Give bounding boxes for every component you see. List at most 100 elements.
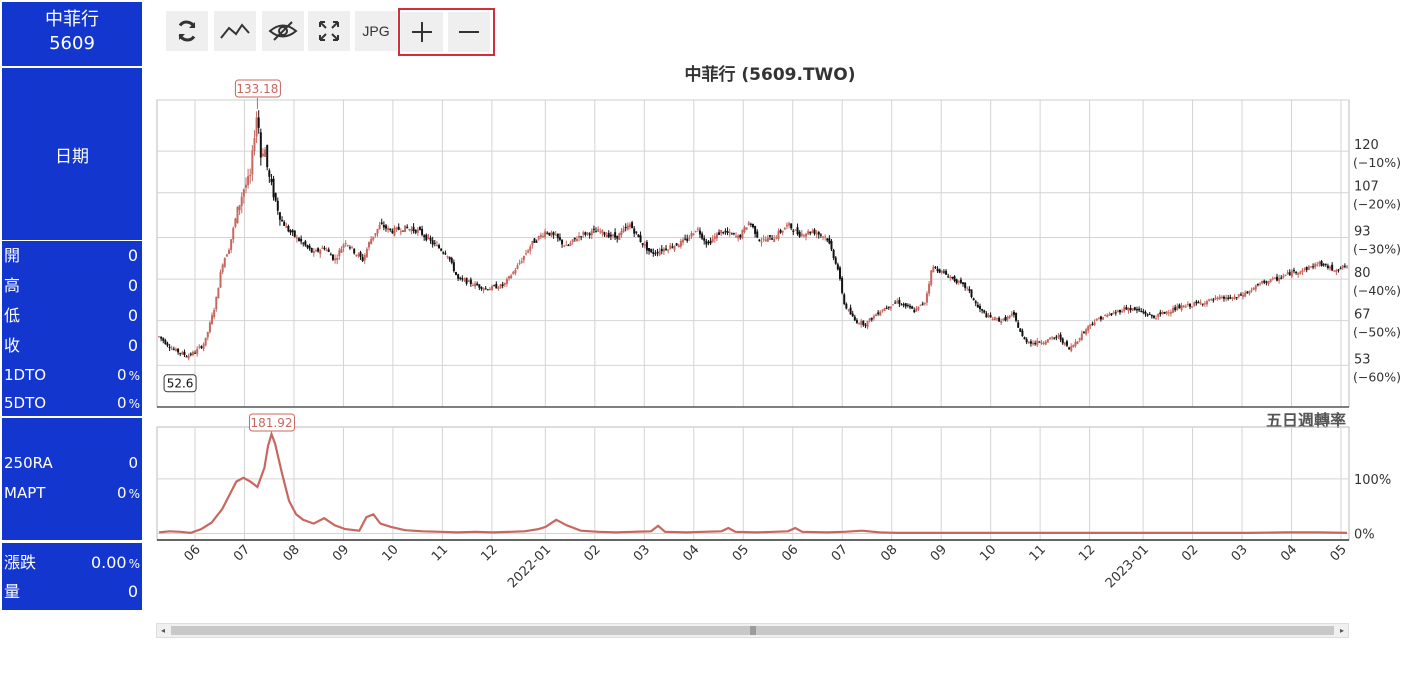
candle-body [709,240,712,244]
candle-body [1199,302,1202,304]
candle-body [1169,311,1172,314]
candle-body [240,196,243,206]
zoom-in-button[interactable] [401,12,443,52]
candle-body [985,313,988,318]
line-mode-button[interactable] [214,11,256,51]
price-tick-pct: (−20%) [1353,197,1401,212]
candle-body [510,275,513,279]
candle-body [1093,322,1096,326]
candle-body [900,304,903,306]
candle-body [758,239,761,242]
scroll-right-arrow[interactable]: ▸ [1339,626,1344,635]
candle-body [760,241,763,243]
candle-body [881,310,884,312]
candle-body [628,224,631,228]
candle-body [283,221,286,226]
candle-body [915,308,918,312]
candle-body [1057,335,1060,337]
date-box: 日期 [2,68,142,240]
candle-body [172,348,175,350]
candle-body [1087,325,1090,331]
candle-body [1000,321,1003,324]
jpg-button[interactable]: JPG [355,11,397,51]
candle-body [435,244,438,247]
candle-body [715,233,718,239]
candle-body [361,257,364,261]
candle-body [1061,338,1064,344]
candle-body [800,233,803,236]
candle-body [597,228,600,232]
ra-box: 250RA 0 MAPT 0% [2,418,142,540]
grip-icon: ||| [749,626,756,636]
candle-body [230,239,233,250]
candle-body [170,348,173,350]
candle-body [870,317,873,320]
candle-body [236,206,239,224]
candle-body [875,314,878,317]
candle-body [285,226,288,228]
candle-body [972,298,975,301]
candle-body [1029,341,1032,344]
candle-body [631,222,634,229]
candlesticks [158,110,1348,361]
horizontal-scrollbar[interactable]: ◂ ||| ▸ [156,623,1349,638]
candle-body [503,282,506,285]
min-label-box [163,374,197,393]
chart-title: 中菲行 (5609.TWO) [684,64,855,85]
candle-body [1159,312,1162,315]
candle-body [541,235,544,237]
candle-body [1290,270,1293,277]
candle-body [622,228,625,232]
candle-body [495,283,498,289]
candle-body [1320,260,1323,267]
x-tick-label: 12 [478,542,500,564]
candle-body [658,250,661,256]
scroll-left-arrow[interactable]: ◂ [160,626,165,635]
hide-button[interactable] [262,11,304,51]
candle-body [588,233,591,236]
scroll-thumb[interactable]: ||| [171,626,1334,636]
candle-body [718,232,721,235]
candle-body [181,352,184,355]
candle-body [675,243,678,246]
turnover-max-label: 181.92 [248,413,295,435]
price-plot-frame [156,99,1350,408]
candle-body [1110,313,1113,316]
candle-body [1157,313,1160,317]
candle-body [527,250,530,253]
candle-body [346,245,349,247]
candle-body [932,266,935,273]
candle-body [537,236,540,240]
candle-body [1331,264,1334,271]
candle-body [1104,315,1107,317]
candle-body [1036,340,1039,346]
candle-body [558,237,561,240]
refresh-button[interactable] [166,11,208,51]
candle-body [372,236,375,240]
candle-body [1025,339,1028,343]
candle-body [938,269,941,273]
candle-body [319,250,322,254]
candle-body [1239,294,1242,296]
candle-body [317,248,320,252]
candle-body [266,144,269,168]
candle-body [828,238,831,244]
candle-body [1051,337,1054,339]
stock-chart[interactable]: 中菲行 (5609.TWO) 120(−10%)107(−20%)93(−30%… [0,0,1407,620]
max-label: 133.18 [236,82,278,96]
candle-body [378,224,381,230]
candle-body [618,233,621,241]
candle-body [518,262,521,264]
candle-body [1307,266,1310,270]
fullscreen-button[interactable] [308,11,350,51]
candle-body [1089,324,1092,327]
zoom-out-button[interactable] [448,12,490,52]
mapt-row: MAPT 0% [4,481,140,505]
candle-body [1065,341,1068,346]
x-tick-label: 09 [330,542,352,564]
candle-body [270,178,273,183]
candle-body [486,289,489,291]
candle-body [351,246,354,248]
candle-body [520,261,523,263]
